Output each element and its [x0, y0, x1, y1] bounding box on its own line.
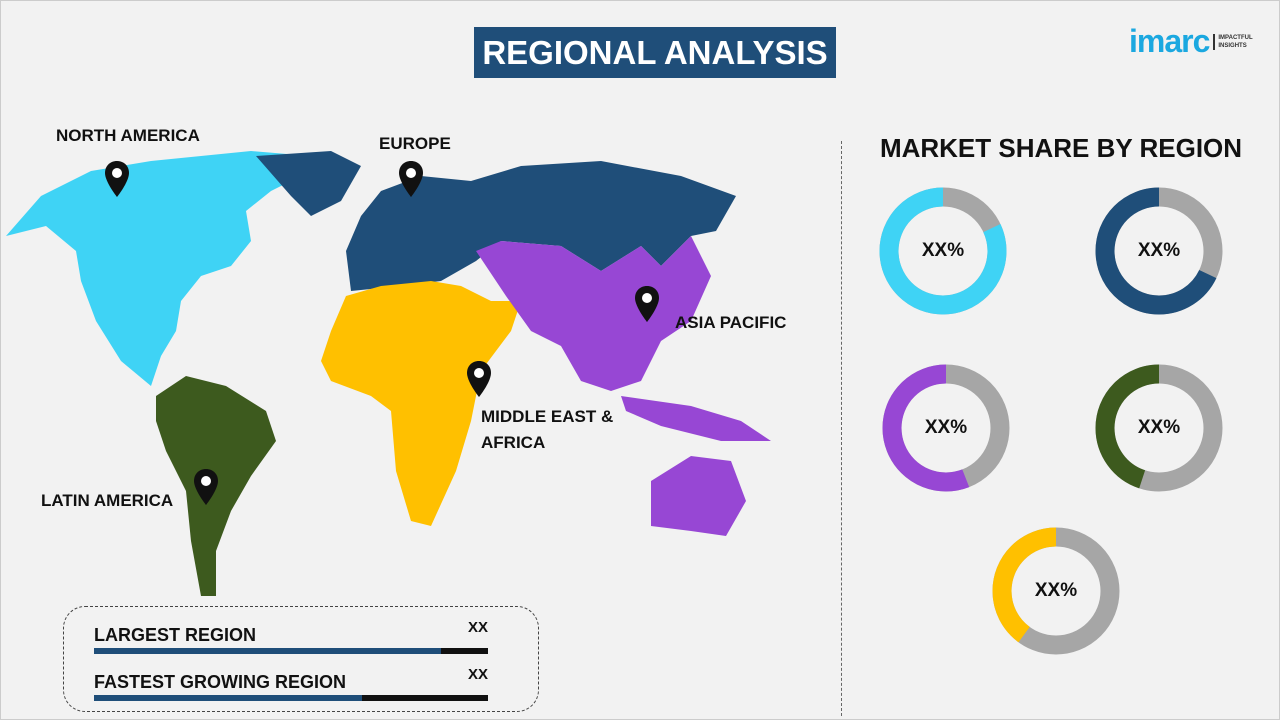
map-australia: [651, 456, 746, 536]
label-europe: EUROPE: [379, 134, 451, 153]
donut-share: [879, 187, 1007, 315]
largest-region-label: LARGEST REGION: [94, 625, 257, 645]
donut-share: [1095, 187, 1223, 315]
largest-bar-fill: [94, 648, 441, 654]
donut-value: XX%: [1137, 417, 1181, 438]
fastest-region-bar: [94, 695, 488, 701]
fastest-bar-fill: [94, 695, 362, 701]
donut-chart: XX%: [1094, 363, 1224, 493]
map-europe-russia: [346, 161, 736, 291]
donut-share: [1095, 364, 1223, 492]
map-pin-icon: [105, 161, 129, 197]
map-indonesia: [621, 396, 771, 441]
label-middle-east-africa: MIDDLE EAST & AFRICA: [481, 404, 613, 456]
divider: [841, 141, 842, 716]
imarc-logo: imarc IMPACTFUL INSIGHTS: [1129, 23, 1253, 60]
largest-region-row: LARGEST REGION XX: [94, 619, 488, 654]
map-pin-icon: [635, 286, 659, 322]
map-greenland: [256, 151, 361, 216]
fastest-region-label: FASTEST GROWING REGION: [94, 672, 347, 692]
logo-tagline-line-2: INSIGHTS: [1218, 42, 1247, 49]
map-pin-icon: [399, 161, 423, 197]
donut-chart: XX%: [878, 186, 1008, 316]
world-map: [6, 151, 771, 596]
donut-value: XX%: [921, 240, 965, 261]
donut-value: XX%: [924, 417, 968, 438]
donut-value: XX%: [1137, 240, 1181, 261]
fastest-region-value: XX: [467, 666, 488, 683]
largest-region-bar: [94, 648, 488, 654]
donut-chart: XX%: [1094, 186, 1224, 316]
map-asia-pacific: [476, 236, 711, 391]
donut-share: [882, 364, 1010, 492]
logo-tagline-line-1: IMPACTFUL: [1218, 34, 1253, 41]
page-title: REGIONAL ANALYSIS: [474, 27, 836, 78]
label-line-2: AFRICA: [481, 433, 546, 452]
donut-chart: XX%: [991, 526, 1121, 656]
map-pin-icon: [467, 361, 491, 397]
logo-tagline: IMPACTFUL INSIGHTS: [1213, 33, 1253, 50]
summary-box: LARGEST REGION XX FASTEST GROWING REGION…: [63, 606, 539, 712]
label-north-america: NORTH AMERICA: [56, 126, 200, 145]
map-north-america: [6, 151, 311, 386]
largest-region-value: XX: [467, 619, 488, 636]
label-line-1: MIDDLE EAST &: [481, 407, 614, 426]
label-latin-america: LATIN AMERICA: [41, 491, 174, 510]
donut-share: [992, 527, 1120, 655]
map-africa: [321, 281, 521, 526]
map-pin-icon: [194, 469, 218, 505]
donut-value: XX%: [1034, 580, 1078, 601]
market-share-title: MARKET SHARE BY REGION: [879, 133, 1243, 163]
logo-word: imarc: [1129, 23, 1210, 59]
donut-chart: XX%: [881, 363, 1011, 493]
label-asia-pacific: ASIA PACIFIC: [675, 313, 787, 332]
fastest-region-row: FASTEST GROWING REGION XX: [94, 666, 488, 701]
